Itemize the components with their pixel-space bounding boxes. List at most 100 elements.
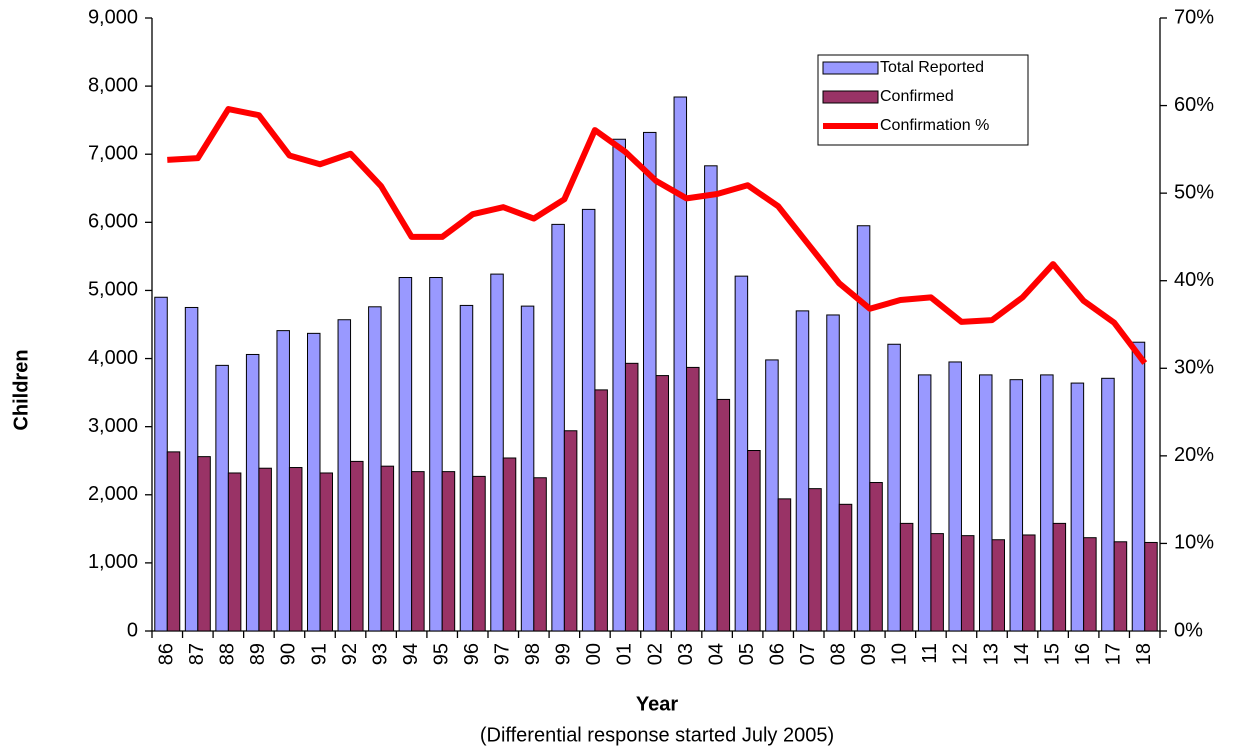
y-tick-label: 8,000: [88, 74, 138, 96]
bar: [856, 225, 871, 632]
bar: [350, 460, 364, 632]
legend-label: Confirmed: [880, 88, 954, 105]
legend-label: Total Reported: [880, 59, 984, 76]
x-tick-label: 06: [766, 643, 788, 665]
legend-swatch: [822, 61, 879, 75]
bar: [673, 96, 688, 632]
bar: [459, 304, 474, 632]
bar: [643, 131, 657, 632]
bar: [551, 223, 565, 632]
bar: [1022, 534, 1036, 632]
y-tick-label: 0: [127, 619, 138, 641]
y-tick-label: 5,000: [88, 279, 138, 301]
bar: [307, 332, 321, 632]
bar: [1131, 341, 1146, 632]
bar: [154, 296, 168, 632]
line: [167, 106, 1148, 365]
x-tick-label: 88: [217, 643, 239, 665]
bar: [441, 471, 456, 632]
bar: [276, 330, 290, 632]
x-tick-label: 05: [736, 643, 758, 665]
bar: [490, 273, 504, 632]
bar: [1144, 541, 1158, 632]
x-tick-label: 11: [919, 643, 941, 664]
bar: [612, 138, 626, 632]
x-tick-label: 10: [889, 643, 911, 665]
bar: [930, 533, 944, 632]
x-tick-label: 91: [308, 643, 330, 665]
bar: [472, 475, 486, 632]
bar: [1070, 382, 1085, 632]
x-tick-label: 15: [1041, 643, 1063, 665]
x-tick-label: 99: [553, 643, 575, 665]
bar: [808, 488, 822, 632]
bar: [869, 482, 883, 632]
bar: [520, 305, 535, 632]
bar: [765, 359, 779, 632]
x-tick-label: 09: [858, 643, 880, 665]
bar: [227, 472, 242, 632]
bar: [948, 361, 962, 632]
y-axis-label: Children: [10, 349, 32, 430]
bar: [184, 306, 199, 632]
bar: [887, 343, 901, 632]
bar: [624, 362, 639, 632]
legend-label: Confirmation %: [880, 117, 989, 134]
bar: [838, 503, 853, 632]
y2-tick-label: 10%: [1174, 532, 1214, 554]
bar: [734, 275, 749, 632]
y-tick-label: 4,000: [88, 347, 138, 369]
bar: [563, 430, 578, 632]
bar: [686, 366, 700, 632]
x-tick-label: 01: [614, 643, 636, 665]
y2-tick-label: 50%: [1174, 181, 1214, 203]
bar: [337, 319, 352, 632]
x-tick-label: 02: [644, 643, 666, 665]
bar: [411, 471, 425, 632]
bar: [581, 208, 596, 632]
bar: [979, 374, 993, 632]
x-tick-label: 08: [828, 643, 850, 665]
bar: [1009, 379, 1024, 632]
bar: [1113, 541, 1128, 632]
bar: [899, 522, 914, 632]
y2-tick-label: 30%: [1174, 357, 1214, 379]
bar: [368, 306, 382, 632]
bar: [215, 364, 229, 632]
x-tick-label: 93: [369, 643, 391, 665]
bar: [380, 465, 395, 632]
y-tick-label: 6,000: [88, 211, 138, 233]
x-tick-label: 17: [1102, 643, 1124, 665]
x-tick-label: 94: [400, 643, 422, 665]
bar: [398, 277, 413, 632]
x-tick-label: 87: [186, 643, 208, 665]
bar: [704, 165, 718, 632]
x-tick-label: 00: [583, 643, 605, 665]
bar: [991, 539, 1005, 632]
y2-tick-label: 60%: [1174, 94, 1214, 116]
bar: [1083, 537, 1097, 632]
x-tick-label: 04: [705, 643, 727, 665]
bar: [288, 467, 303, 632]
x-tick-label: 18: [1133, 643, 1155, 665]
y2-tick-label: 20%: [1174, 444, 1214, 466]
bar: [245, 353, 260, 632]
bar: [166, 451, 181, 632]
bar: [502, 457, 517, 632]
x-tick-label: 96: [461, 643, 483, 665]
bar: [319, 472, 333, 632]
y2-tick-label: 70%: [1174, 6, 1214, 28]
y-tick-label: 7,000: [88, 143, 138, 165]
x-tick-label: 90: [278, 643, 300, 665]
y-tick-label: 9,000: [88, 6, 138, 28]
legend: Total Reported Confirmed Confirmation %: [817, 54, 1029, 146]
x-tick-label: 89: [247, 643, 269, 665]
x-tick-label: 16: [1072, 643, 1094, 665]
x-tick-label: 12: [950, 643, 972, 665]
x-tick-label: 07: [797, 643, 819, 665]
bar: [533, 477, 547, 632]
bar: [917, 374, 932, 632]
y-tick-label: 3,000: [88, 415, 138, 437]
x-axis-label: Year: [636, 693, 678, 715]
